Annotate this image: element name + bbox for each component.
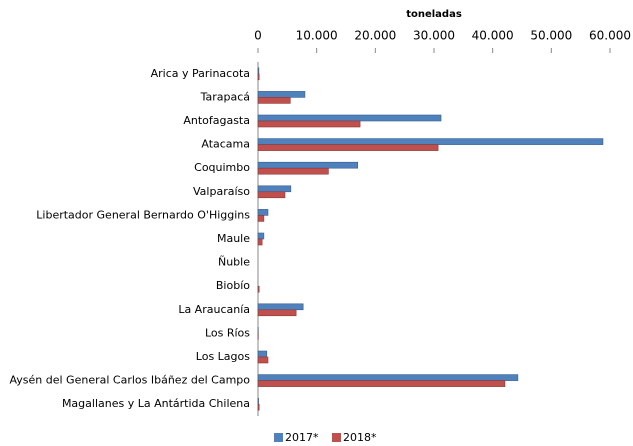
category-label: Biobío — [216, 279, 250, 292]
bar — [257, 67, 260, 75]
category-label: Ñuble — [218, 256, 250, 269]
category-label: Valparaíso — [193, 185, 250, 198]
bar — [257, 215, 265, 222]
bar — [257, 232, 265, 240]
bar — [257, 120, 361, 128]
bar — [257, 97, 291, 104]
category-label: Coquimbo — [194, 161, 250, 174]
bar — [257, 303, 304, 311]
bar — [257, 144, 439, 151]
bar — [257, 161, 359, 169]
bar — [257, 285, 260, 293]
category-label: La Araucanía — [178, 303, 250, 316]
category-label: Antofagasta — [183, 114, 250, 127]
bar — [257, 397, 259, 405]
legend-label: 2017* — [285, 431, 319, 444]
category-label: Magallanes y La Antártida Chilena — [62, 397, 250, 410]
bar — [257, 167, 329, 175]
category-label: Maule — [217, 232, 250, 245]
category-label: Los Lagos — [196, 350, 250, 363]
legend-label: 2018* — [343, 431, 377, 444]
bar — [257, 374, 519, 381]
axis-title: toneladas — [406, 9, 462, 20]
category-label: Tarapacá — [200, 90, 250, 103]
bar — [257, 91, 306, 98]
x-tick-label: 10.000 — [296, 29, 338, 43]
bar — [257, 138, 604, 145]
bar — [257, 114, 442, 122]
category-label: Atacama — [201, 138, 250, 151]
bar — [257, 356, 269, 364]
legend-swatch — [274, 433, 283, 442]
bar — [257, 403, 260, 411]
category-label: Aysén del General Carlos Ibáñez del Camp… — [10, 374, 251, 387]
x-tick-label: 40.000 — [472, 29, 514, 43]
x-tick-label: 60.000 — [589, 29, 631, 43]
x-tick-label: 30.000 — [413, 29, 455, 43]
bar — [257, 238, 263, 246]
bar — [257, 209, 269, 216]
category-label: Libertador General Bernardo O'Higgins — [36, 208, 250, 221]
x-tick-label: 0 — [254, 29, 262, 43]
bar — [257, 380, 506, 387]
legend-swatch — [332, 433, 341, 442]
bar — [257, 185, 292, 193]
bar — [257, 191, 286, 199]
bar — [257, 73, 260, 81]
category-label: Arica y Parinacota — [151, 67, 250, 80]
x-tick-label: 50.000 — [530, 29, 572, 43]
category-label: Los Ríos — [205, 326, 250, 339]
bar — [257, 309, 297, 317]
x-tick-label: 20.000 — [354, 29, 396, 43]
bar — [257, 350, 268, 358]
